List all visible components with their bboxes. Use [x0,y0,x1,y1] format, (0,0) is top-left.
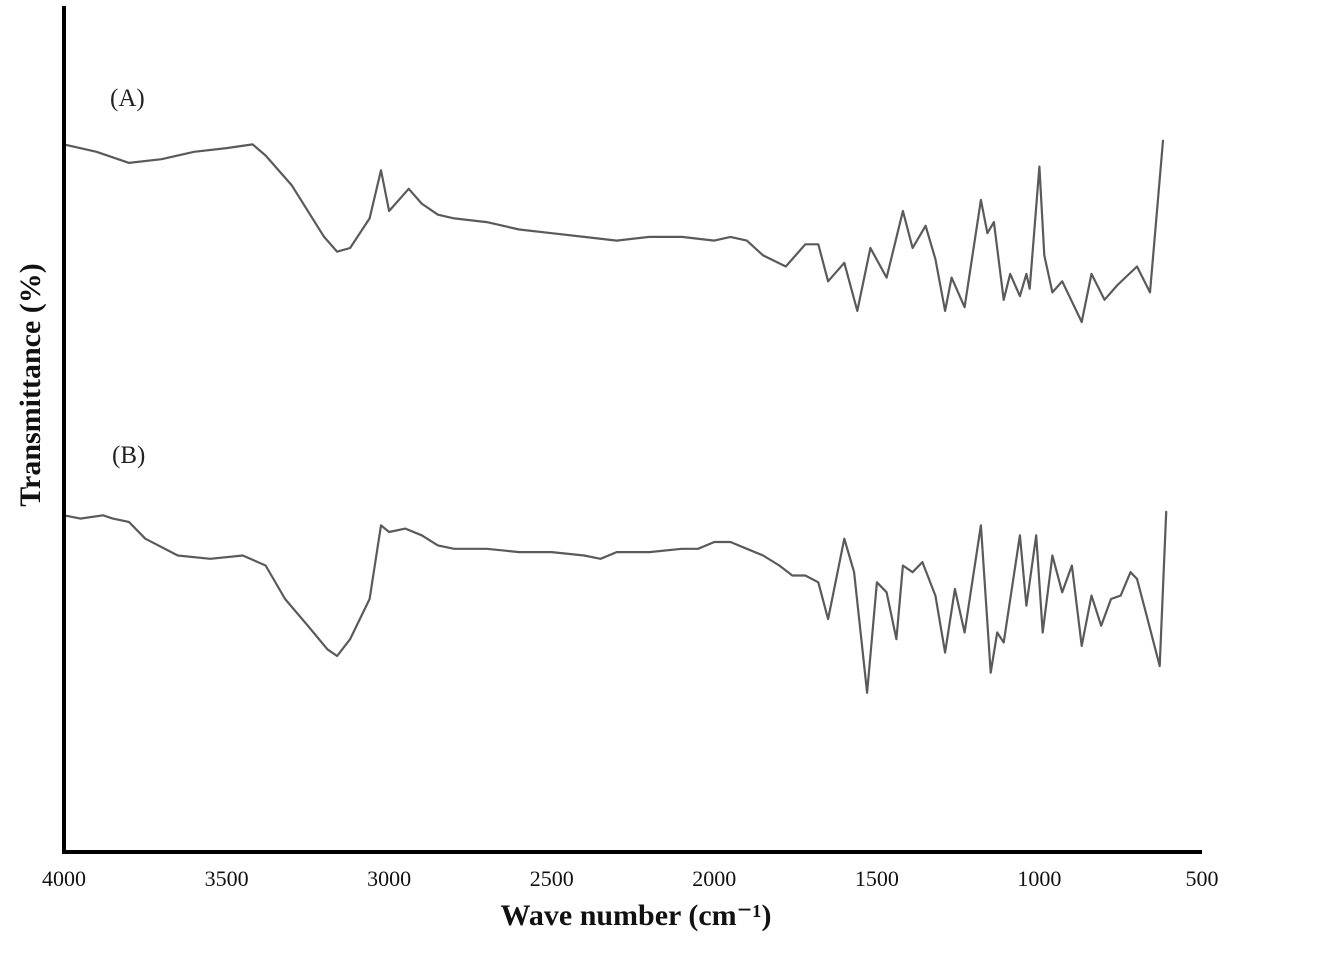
series-labels: (A) (B) [110,85,145,469]
series-layer [62,139,1168,694]
spectrum-line-a [62,139,1165,324]
x-tick-label-1500: 1500 [855,866,899,891]
x-tick-label-3500: 3500 [205,866,249,891]
x-tick-label-2500: 2500 [530,866,574,891]
x-tick-label-4000: 4000 [42,866,86,891]
spectrum-line-b [62,510,1168,694]
series-label-a: (A) [110,85,145,112]
x-tick-label-2000: 2000 [692,866,736,891]
series-label-b: (B) [112,442,145,469]
x-axis-title: Wave number (cm⁻¹) [501,899,772,932]
x-tick-label-3000: 3000 [367,866,411,891]
x-tick-label-500: 500 [1186,866,1219,891]
y-axis-title: Transmittance (%) [14,263,47,507]
x-tick-label-1000: 1000 [1017,866,1061,891]
x-tick-labels: 4000 3500 3000 2500 2000 1500 1000 500 [42,866,1219,891]
